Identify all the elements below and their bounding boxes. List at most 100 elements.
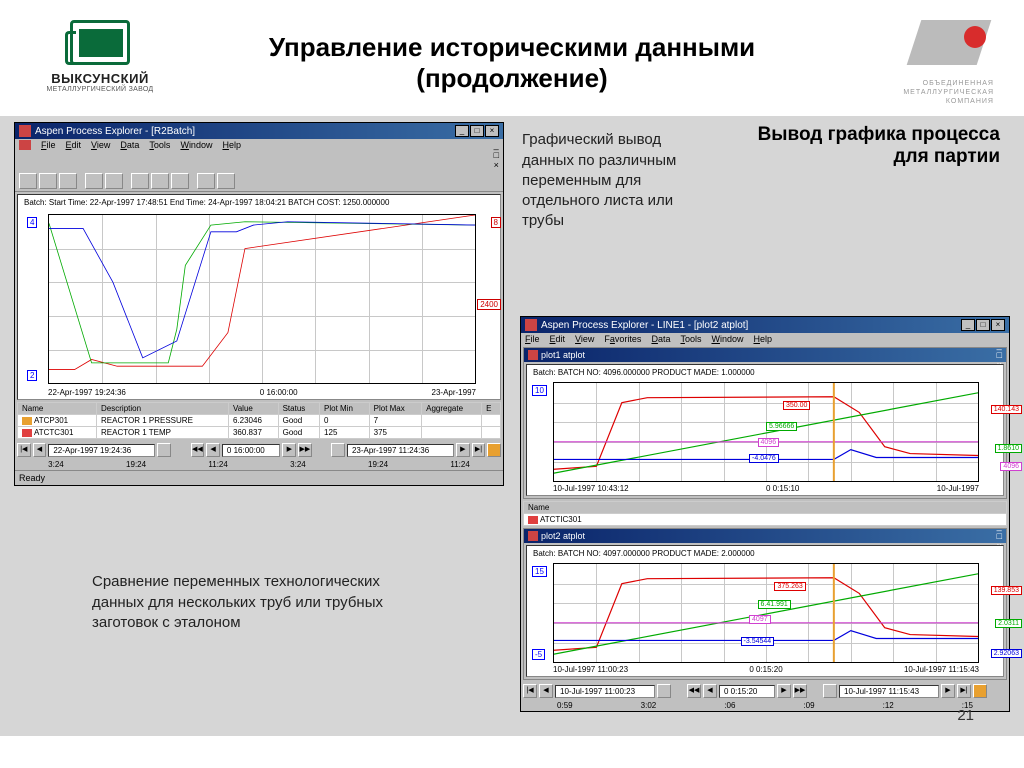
chart-plot[interactable]: 10 350.005.966664096-4.0476140.1431.8610… bbox=[553, 382, 979, 482]
nav-live[interactable] bbox=[487, 443, 501, 457]
menu-view[interactable]: View bbox=[91, 140, 110, 170]
sub-minimize[interactable]: _ bbox=[997, 340, 1002, 350]
sub-maximize[interactable]: □ bbox=[997, 350, 1002, 360]
menu-data[interactable]: Data bbox=[651, 334, 670, 344]
toolbar-button[interactable] bbox=[151, 173, 169, 189]
nav-end-time[interactable]: 23-Apr-1997 11:24:36 bbox=[347, 444, 454, 457]
nav-btn[interactable]: ◀ bbox=[703, 684, 717, 698]
app-window-main: Aspen Process Explorer - [R2Batch] _ □ ×… bbox=[14, 122, 504, 486]
nav-prev2[interactable]: ◀◀ bbox=[687, 684, 701, 698]
toolbar-button[interactable] bbox=[105, 173, 123, 189]
titlebar[interactable]: Aspen Process Explorer - [R2Batch] _ □ × bbox=[15, 123, 503, 139]
table-row[interactable]: ATCTC301REACTOR 1 TEMP360.837Good125375 bbox=[18, 427, 501, 439]
nav-btn[interactable] bbox=[657, 684, 671, 698]
menu-help[interactable]: Help bbox=[753, 334, 772, 344]
nav-btn[interactable]: ▶ bbox=[777, 684, 791, 698]
window-title: Aspen Process Explorer - [R2Batch] bbox=[35, 126, 455, 137]
batch-info: Batch: BATCH NO: 4096.000000 PRODUCT MAD… bbox=[527, 365, 1003, 380]
nav-btn[interactable] bbox=[157, 443, 171, 457]
menu-edit[interactable]: Edit bbox=[66, 140, 82, 170]
logo-left: ВЫКСУНСКИЙ МЕТАЛЛУРГИЧЕСКИЙ ЗАВОД bbox=[30, 20, 170, 93]
maximize-button[interactable]: □ bbox=[976, 319, 990, 331]
sys-menu-icon[interactable] bbox=[19, 140, 31, 150]
menu-help[interactable]: Help bbox=[222, 140, 241, 170]
nav-btn[interactable]: ◀ bbox=[206, 443, 220, 457]
window-title: Aspen Process Explorer - LINE1 - [plot2 … bbox=[541, 320, 961, 331]
time-nav-bar: |◀ ◀ 22-Apr-1997 19:24:36 ◀◀ ◀ 0 16:00:0… bbox=[15, 441, 503, 459]
nav-first[interactable]: |◀ bbox=[17, 443, 31, 457]
table-row[interactable]: ATCTIC301 bbox=[524, 514, 1007, 526]
nav-duration[interactable]: 0 16:00:00 bbox=[222, 444, 281, 457]
close-button[interactable]: × bbox=[485, 125, 499, 137]
sub-title: plot2 atplot bbox=[541, 531, 997, 541]
menu-data[interactable]: Data bbox=[120, 140, 139, 170]
nav-last[interactable]: ▶| bbox=[957, 684, 971, 698]
titlebar[interactable]: Aspen Process Explorer - LINE1 - [plot2 … bbox=[521, 317, 1009, 333]
toolbar-button[interactable] bbox=[217, 173, 235, 189]
nav-prev[interactable]: ◀ bbox=[539, 684, 553, 698]
value-tag: -3.54544 bbox=[741, 637, 775, 646]
omk-logo-icon bbox=[914, 20, 994, 75]
minimize-button[interactable]: _ bbox=[961, 319, 975, 331]
slide-content: Aspen Process Explorer - [R2Batch] _ □ ×… bbox=[0, 116, 1024, 736]
menu-file[interactable]: File bbox=[525, 334, 540, 344]
menu-tools[interactable]: Tools bbox=[680, 334, 701, 344]
nav-duration[interactable]: 0 0:15:20 bbox=[719, 685, 775, 698]
nav-first[interactable]: |◀ bbox=[523, 684, 537, 698]
toolbar-button[interactable] bbox=[19, 173, 37, 189]
sub-titlebar[interactable]: plot2 atplot _ □ × bbox=[524, 529, 1006, 543]
nav-start-time[interactable]: 22-Apr-1997 19:24:36 bbox=[48, 444, 155, 457]
nav-next2[interactable]: ▶▶ bbox=[793, 684, 807, 698]
nav-prev[interactable]: ◀ bbox=[33, 443, 47, 457]
menu-file[interactable]: File bbox=[41, 140, 56, 170]
toolbar-button[interactable] bbox=[39, 173, 57, 189]
toolbar-button[interactable] bbox=[131, 173, 149, 189]
y-left-bot: 2 bbox=[27, 370, 37, 381]
nav-next[interactable]: ▶ bbox=[456, 443, 470, 457]
vmz-logo-icon bbox=[70, 20, 130, 65]
close-button[interactable]: × bbox=[991, 319, 1005, 331]
nav-last[interactable]: ▶| bbox=[472, 443, 486, 457]
batch-info: Batch: Start Time: 22-Apr-1997 17:48:51 … bbox=[18, 195, 500, 210]
x-axis-labels: 10-Jul-1997 11:00:23 0 0:15:20 10-Jul-19… bbox=[553, 665, 979, 674]
nav-next2[interactable]: ▶▶ bbox=[298, 443, 312, 457]
nav-btn[interactable]: ▶ bbox=[282, 443, 296, 457]
nav-end-time[interactable]: 10-Jul-1997 11:15:43 bbox=[839, 685, 939, 698]
maximize-button[interactable]: □ bbox=[470, 125, 484, 137]
child-maximize-button[interactable]: □ bbox=[494, 150, 499, 160]
value-tag: 4097 bbox=[749, 615, 771, 624]
menu-window[interactable]: Window bbox=[180, 140, 212, 170]
nav-btn[interactable] bbox=[823, 684, 837, 698]
menu-favorites[interactable]: Favorites bbox=[604, 334, 641, 344]
sub-minimize[interactable]: _ bbox=[997, 521, 1002, 531]
menubar: File Edit View Data Tools Window Help _ … bbox=[15, 139, 503, 171]
annotation-1: Графический вывод данных по различным пе… bbox=[522, 130, 700, 231]
chart-plot[interactable]: 4 2 8 2400 bbox=[48, 214, 476, 384]
variable-table: NameDescriptionValueStatusPlot MinPlot M… bbox=[17, 402, 501, 439]
nav-prev2[interactable]: ◀◀ bbox=[191, 443, 205, 457]
nav-live[interactable] bbox=[973, 684, 987, 698]
toolbar-button[interactable] bbox=[85, 173, 103, 189]
logo-left-main: ВЫКСУНСКИЙ bbox=[30, 71, 170, 86]
toolbar-button[interactable] bbox=[197, 173, 215, 189]
toolbar-button[interactable] bbox=[59, 173, 77, 189]
sub-maximize[interactable]: □ bbox=[997, 531, 1002, 541]
menu-view[interactable]: View bbox=[575, 334, 594, 344]
menu-tools[interactable]: Tools bbox=[149, 140, 170, 170]
chart-plot[interactable]: 15 -5 375.2636.41.9914097-3.54544139.853… bbox=[553, 563, 979, 663]
chart-area: Batch: Start Time: 22-Apr-1997 17:48:51 … bbox=[17, 194, 501, 400]
nav-btn[interactable] bbox=[331, 443, 345, 457]
toolbar-button[interactable] bbox=[171, 173, 189, 189]
menu-edit[interactable]: Edit bbox=[550, 334, 566, 344]
menu-window[interactable]: Window bbox=[711, 334, 743, 344]
minimize-button[interactable]: _ bbox=[455, 125, 469, 137]
table-row[interactable]: ATCP301REACTOR 1 PRESSURE6.23046Good07 bbox=[18, 415, 501, 427]
nav-start-time[interactable]: 10-Jul-1997 11:00:23 bbox=[555, 685, 655, 698]
child-minimize-button[interactable]: _ bbox=[494, 140, 499, 150]
plot-icon bbox=[528, 531, 538, 541]
nav-next[interactable]: ▶ bbox=[941, 684, 955, 698]
x-axis-labels: 10-Jul-1997 10:43:12 0 0:15:10 10-Jul-19… bbox=[553, 484, 979, 493]
child-close-button[interactable]: × bbox=[494, 160, 499, 170]
y-left-bot: -5 bbox=[532, 649, 545, 660]
sub-titlebar[interactable]: plot1 atplot _ □ × bbox=[524, 348, 1006, 362]
